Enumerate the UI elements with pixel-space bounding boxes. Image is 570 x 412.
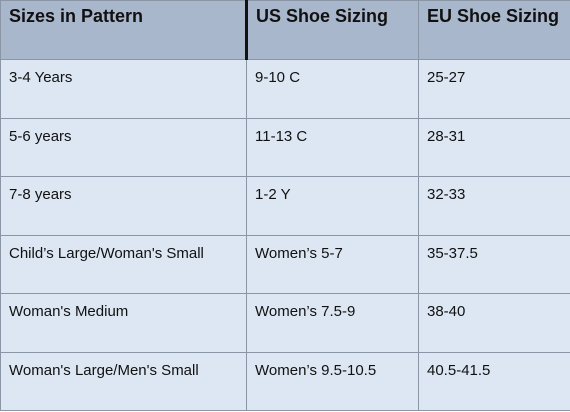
header-row: Sizes in Pattern US Shoe Sizing EU Shoe Si…	[0, 0, 570, 60]
table-cell: Woman's Medium	[0, 293, 247, 353]
table-cell: Woman's Large/Men's Small	[0, 351, 247, 411]
table-row: 5-6 years 11-13 C 28-31	[0, 117, 570, 177]
header-cell: Sizes in Pattern	[0, 0, 248, 60]
table-row: Woman's Large/Men's Small Women’s 9.5-10.…	[0, 351, 570, 411]
table-cell: 7-8 years	[0, 176, 247, 236]
table-cell: 11-13 C	[246, 117, 419, 177]
table-cell: 5-6 years	[0, 117, 247, 177]
table-row: Child’s Large/Woman's Small Women’s 5-7 35…	[0, 234, 570, 294]
table-cell: 1-2 Y	[246, 176, 419, 236]
table-cell: 35-37.5	[418, 234, 570, 294]
table-cell: Child’s Large/Woman's Small	[0, 234, 247, 294]
header-cell: EU Shoe Sizing	[418, 0, 570, 60]
table-cell: 40.5-41.5	[418, 351, 570, 411]
header-cell: US Shoe Sizing	[246, 0, 419, 60]
table-row: 3-4 Years 9-10 C 25-27	[0, 59, 570, 119]
table-cell: 38-40	[418, 293, 570, 353]
table-cell: 9-10 C	[246, 59, 419, 119]
table-cell: Women’s 9.5-10.5	[246, 351, 419, 411]
table-row: 7-8 years 1-2 Y 32-33	[0, 176, 570, 236]
table-cell: 28-31	[418, 117, 570, 177]
table-cell: 32-33	[418, 176, 570, 236]
table-cell: 25-27	[418, 59, 570, 119]
table-cell: Women’s 7.5-9	[246, 293, 419, 353]
table-cell: 3-4 Years	[0, 59, 247, 119]
table-cell: Women’s 5-7	[246, 234, 419, 294]
table-row: Woman's Medium Women’s 7.5-9 38-40	[0, 293, 570, 353]
